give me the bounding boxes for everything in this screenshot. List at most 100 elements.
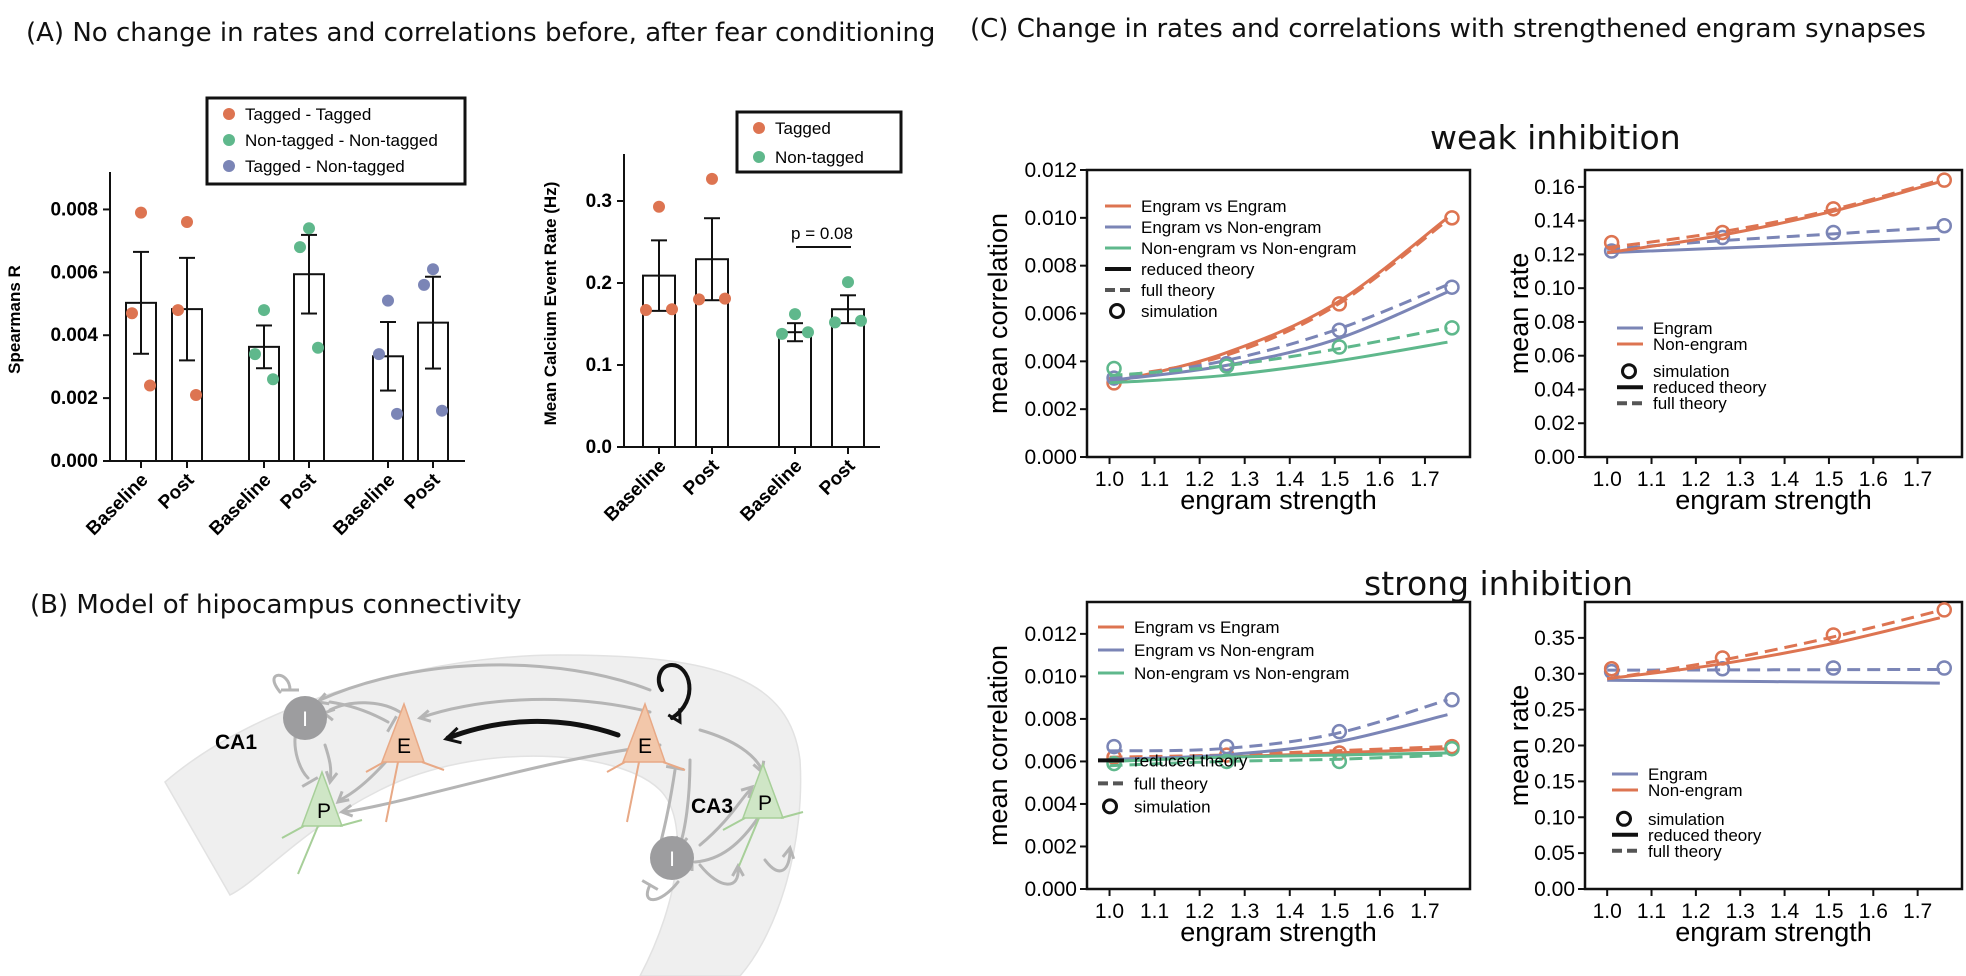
x-tick-label: 1.3 [1230, 468, 1259, 491]
x-tick-label: 1.5 [1814, 900, 1843, 923]
connection-arrow [318, 663, 652, 702]
series-full-line [1606, 609, 1941, 681]
legend-marker [753, 122, 765, 134]
simulation-point [1444, 210, 1460, 226]
strong-inhibition-title: strong inhibition [1364, 564, 1634, 603]
engram-connection-arrow [445, 718, 621, 741]
series-reduced-line [1109, 340, 1448, 385]
data-point [126, 307, 138, 320]
engram-arrow-head-icon [442, 726, 462, 745]
x-tick-label: Baseline [600, 456, 670, 526]
simulation-point [1106, 370, 1122, 386]
x-tick-label: 1.5 [1814, 468, 1843, 491]
x-tick-label: 1.7 [1410, 900, 1439, 923]
y-tick-label: 0.02 [1534, 412, 1575, 435]
y-tick-label: 0.05 [1534, 842, 1575, 865]
neuron-dendrite [606, 761, 686, 823]
y-tick-label: 0.00 [1534, 446, 1575, 469]
series-full-line [1109, 326, 1448, 378]
x-tick-label: 1.0 [1593, 468, 1622, 491]
connection-arrow [698, 863, 740, 886]
data-point [789, 308, 801, 321]
y-tick-label: 0.1 [586, 355, 613, 376]
ca1-inhibitory-neuron [283, 696, 327, 740]
y-tick-label: 0.04 [1534, 378, 1575, 401]
panel-c-title: (C) Change in rates and correlations wit… [970, 14, 1926, 44]
data-point [418, 278, 430, 291]
legend-entry: Non-engram [1653, 335, 1748, 354]
legend-entry: Tagged - Non-tagged [245, 157, 405, 176]
hippocampus-diagram: I E P E P I CA1 CA3 [164, 654, 804, 976]
x-tick-label: 1.0 [1095, 468, 1124, 491]
series-full-line [1109, 219, 1449, 380]
x-axis-label: engram strength [1180, 485, 1377, 515]
neuron-label: I [669, 848, 675, 871]
simulation-point [1444, 692, 1460, 708]
connection-arrow [693, 813, 762, 864]
simulation-point [1936, 217, 1953, 234]
legend-marker [1109, 303, 1125, 319]
legend-entry: reduced theory [1134, 751, 1248, 770]
series-reduced-line [1606, 180, 1941, 255]
simulation-point [1444, 740, 1460, 757]
y-tick-label: 0.12 [1534, 243, 1575, 266]
connection-arrow [328, 700, 390, 724]
y-tick-label: 0.35 [1534, 627, 1575, 650]
ca1-pyramidal-neuron [300, 769, 344, 827]
y-tick-label: 0.012 [1024, 623, 1077, 646]
y-tick-label: 0.008 [1024, 708, 1077, 731]
inhibitory-bar-icon [641, 879, 659, 891]
simulation-point [1218, 753, 1235, 770]
x-tick-label: 1.2 [1681, 468, 1710, 491]
x-axis-label: engram strength [1675, 917, 1872, 947]
y-axis-label: mean rate [1504, 253, 1534, 375]
y-tick-label: 0.10 [1534, 806, 1575, 829]
series-full-line [1109, 698, 1448, 753]
x-tick-label: 1.5 [1320, 468, 1349, 491]
y-tick-label: 0.16 [1534, 176, 1575, 199]
x-tick-label: 1.4 [1770, 900, 1800, 923]
simulation-point [1936, 602, 1953, 618]
data-point [267, 373, 279, 386]
legend-entry: full theory [1648, 842, 1722, 861]
series-reduced-line [1607, 237, 1940, 255]
ca3-label: CA3 [691, 795, 733, 818]
legend-entry: simulation [1141, 302, 1218, 321]
connection-arrow [658, 768, 677, 847]
x-tick-label: 1.1 [1637, 900, 1666, 923]
simulation-point [1714, 650, 1731, 666]
x-tick-label: 1.2 [1185, 468, 1214, 491]
arrow-head-icon [335, 790, 350, 805]
legend-marker [1102, 798, 1118, 815]
data-point [653, 200, 665, 213]
legend-marker [223, 134, 235, 146]
ca3-pyramidal-neuron [741, 761, 785, 819]
ca1-label: CA1 [215, 731, 257, 754]
y-tick-label: 0.010 [1024, 207, 1077, 230]
simulation-point [1444, 320, 1460, 336]
series-reduced-line [1109, 216, 1449, 385]
data-point [436, 404, 448, 417]
simulation-point [1218, 738, 1235, 755]
neuron-dendrite [281, 819, 363, 875]
data-point [303, 222, 315, 235]
x-tick-label: 1.6 [1365, 468, 1394, 491]
plot-frame [1583, 600, 1964, 891]
data-point [382, 294, 394, 307]
connection-arrow [323, 743, 333, 782]
y-tick-label: 0.000 [50, 451, 98, 472]
y-tick-label: 0.14 [1534, 210, 1575, 233]
x-tick-label: Post [155, 469, 199, 513]
data-point [181, 216, 193, 229]
x-tick-label: 1.3 [1726, 900, 1755, 923]
neuron-dendrite [365, 761, 445, 823]
series-reduced-line [1109, 751, 1448, 763]
data-point [249, 348, 261, 361]
y-tick-label: 0.00 [1534, 878, 1575, 901]
y-axis-label: mean correlation [983, 645, 1013, 846]
y-tick-label: 0.10 [1534, 277, 1575, 300]
plot-frame [1085, 600, 1472, 891]
x-tick-label: Baseline [82, 470, 152, 540]
x-tick-label: 1.4 [1770, 468, 1800, 491]
connection-arrow [272, 673, 292, 694]
